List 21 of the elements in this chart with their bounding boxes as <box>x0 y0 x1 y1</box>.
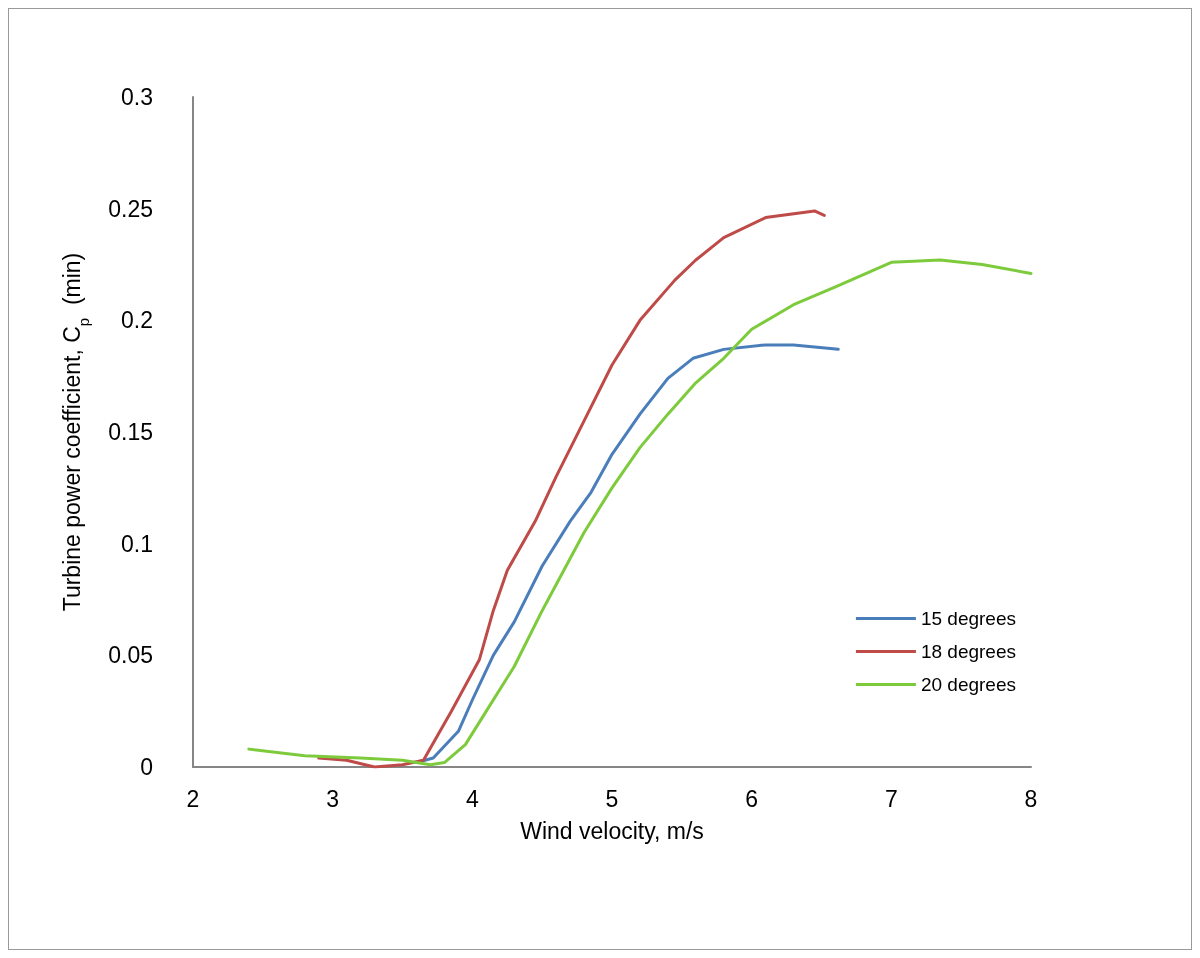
y-tick-label: 0 <box>140 754 153 780</box>
x-tick-label: 8 <box>1024 785 1038 812</box>
y-tick-label: 0.1 <box>121 530 153 557</box>
legend-label: 20 degrees <box>920 674 1016 695</box>
legend-label: 15 degrees <box>920 608 1016 629</box>
x-tick-label: 2 <box>186 785 200 812</box>
y-axis-title: Turbine power coefficient, Cp (min) <box>58 252 92 612</box>
line-series <box>317 209 826 769</box>
x-tick-label: 7 <box>884 785 898 812</box>
y-tick-label: 0.15 <box>108 419 153 445</box>
x-tick-label: 5 <box>605 785 619 812</box>
x-tick-label: 3 <box>326 785 340 812</box>
y-tick-label: 0.25 <box>108 195 153 222</box>
x-tick-label: 6 <box>745 785 759 812</box>
y-tick-label: 0.05 <box>108 642 153 669</box>
line-series <box>247 258 1033 767</box>
x-tick-label: 4 <box>465 785 479 812</box>
y-tick-label: 0.2 <box>121 307 153 334</box>
x-axis-title: Wind velocity, m/s <box>520 817 704 844</box>
y-tick-label: 0.3 <box>121 84 153 110</box>
legend-label: 18 degrees <box>920 641 1016 662</box>
